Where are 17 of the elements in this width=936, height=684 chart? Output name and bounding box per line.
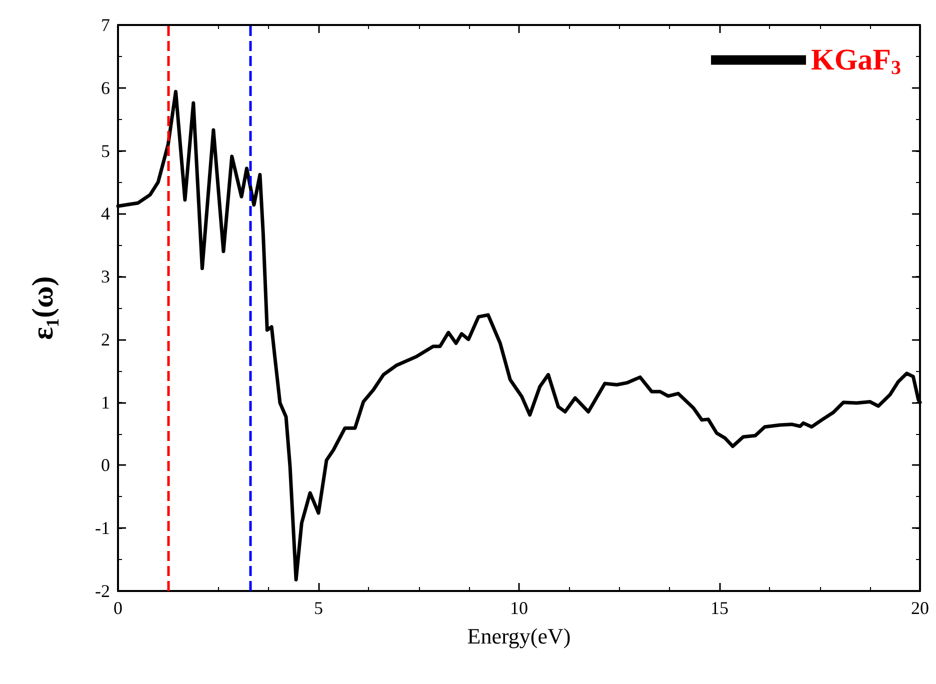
- x-tick-label: 15: [710, 598, 728, 618]
- y-tick-label: 2: [101, 329, 110, 350]
- x-tick-label: 20: [911, 598, 929, 618]
- y-tick-label: 0: [101, 455, 110, 476]
- x-axis-title: Energy(eV): [467, 624, 571, 648]
- y-tick-label: 4: [101, 204, 110, 224]
- y-axis-title: ε₁(ω): [26, 276, 60, 340]
- y-tick-label: -1: [95, 518, 110, 538]
- y-tick-label: -2: [95, 581, 110, 601]
- y-tick-label: 7: [101, 15, 110, 35]
- y-tick-label: 6: [101, 78, 110, 98]
- x-tick-label: 0: [114, 598, 122, 618]
- y-tick-label: 3: [101, 266, 110, 287]
- x-tick-label: 5: [314, 598, 323, 618]
- y-tick-label: 5: [101, 140, 110, 161]
- x-tick-label: 10: [510, 598, 528, 618]
- y-tick-label: 1: [101, 392, 110, 412]
